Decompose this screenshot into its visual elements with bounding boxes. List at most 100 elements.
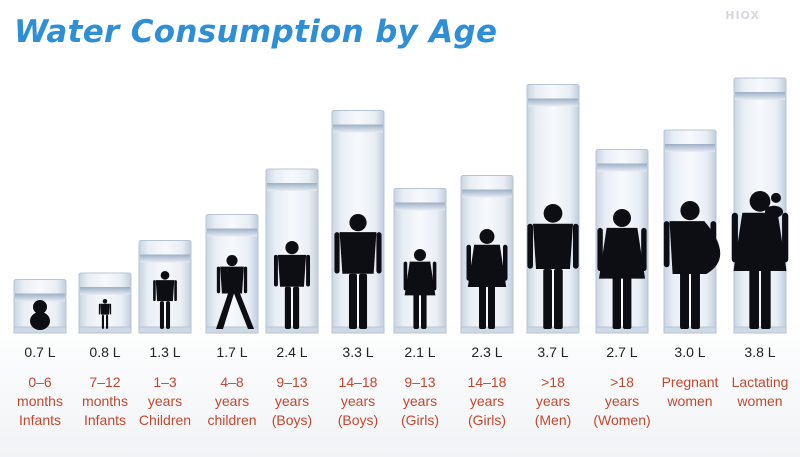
category-label-line: 9–13 bbox=[276, 374, 308, 390]
category-label: >18 years (Men) bbox=[516, 373, 590, 430]
category-label-line: children bbox=[207, 412, 257, 428]
water-surface bbox=[80, 287, 130, 295]
category-label-line: >18 bbox=[610, 374, 634, 390]
glass-bar bbox=[460, 175, 514, 334]
category-label-line: (Boys) bbox=[337, 412, 379, 428]
category-label: 7–12 months Infants bbox=[68, 373, 142, 430]
category-label-line: 0–6 bbox=[28, 374, 52, 390]
water-surface bbox=[735, 92, 785, 100]
category-label: 14–18 years (Boys) bbox=[321, 373, 395, 430]
brand-logo: HIOX bbox=[725, 9, 760, 22]
page-title: Water Consumption by Age bbox=[14, 14, 498, 50]
glass-bar bbox=[526, 84, 580, 334]
value-label: 3.8 L bbox=[744, 344, 776, 360]
value-label: 3.0 L bbox=[674, 344, 706, 360]
category-label-line: years bbox=[340, 393, 376, 409]
category-label-line: Lactating bbox=[731, 374, 789, 390]
value-label: 3.7 L bbox=[537, 344, 569, 360]
water-surface bbox=[597, 163, 647, 172]
glass-bar bbox=[731, 77, 789, 334]
glass-bar bbox=[13, 279, 67, 334]
category-label-line: 9–13 bbox=[404, 374, 436, 390]
category-label-line: years bbox=[274, 393, 310, 409]
category-label-line: 7–12 bbox=[89, 374, 121, 390]
category-label-line: (Men) bbox=[534, 412, 572, 428]
category-label: Pregnant women bbox=[653, 373, 727, 411]
water-surface bbox=[207, 228, 257, 237]
water-surface bbox=[15, 293, 65, 302]
category-label-line: Pregnant bbox=[661, 374, 719, 390]
category-label-line: (Boys) bbox=[271, 412, 313, 428]
value-label: 1.7 L bbox=[216, 344, 248, 360]
value-label: 1.3 L bbox=[149, 344, 181, 360]
infant-sitting-silhouette bbox=[30, 300, 50, 330]
category-label-line: 14–18 bbox=[338, 374, 378, 390]
glass-bar bbox=[205, 214, 259, 334]
category-label: 1–3 years Children bbox=[128, 373, 202, 430]
value-label: 3.3 L bbox=[342, 344, 374, 360]
category-label-line: (Girls) bbox=[467, 412, 507, 428]
teen-boy-silhouette bbox=[334, 214, 382, 329]
water-surface bbox=[528, 98, 578, 107]
value-label: 0.8 L bbox=[89, 344, 121, 360]
category-label-line: Infants bbox=[83, 412, 127, 428]
pregnant-woman-silhouette bbox=[663, 201, 721, 329]
category-label-line: women bbox=[737, 393, 783, 409]
category-label-line: 14–18 bbox=[467, 374, 507, 390]
teen-girl-silhouette bbox=[466, 229, 508, 329]
water-surface bbox=[140, 254, 190, 263]
glass-base bbox=[78, 326, 132, 334]
category-label-line: years bbox=[604, 393, 640, 409]
category-label-line: >18 bbox=[541, 374, 565, 390]
glass-base bbox=[331, 326, 385, 334]
glass-bar bbox=[78, 272, 132, 334]
value-label: 2.1 L bbox=[404, 344, 436, 360]
category-label-line: 1–3 bbox=[153, 374, 177, 390]
glass-base bbox=[733, 326, 787, 334]
value-label: 2.7 L bbox=[606, 344, 638, 360]
category-label: Lactating women bbox=[723, 373, 797, 411]
glass-base bbox=[595, 326, 649, 334]
glass-bar bbox=[393, 188, 447, 334]
category-label-line: years bbox=[147, 393, 183, 409]
glass-bar bbox=[138, 240, 192, 334]
glass-base bbox=[265, 326, 319, 334]
glass-bar bbox=[331, 110, 385, 334]
category-label-line: years bbox=[469, 393, 505, 409]
child-silhouette bbox=[153, 271, 177, 329]
glass-base bbox=[138, 326, 192, 334]
category-label: 9–13 years (Girls) bbox=[383, 373, 457, 430]
man-silhouette bbox=[527, 204, 579, 329]
glass-base bbox=[205, 326, 259, 334]
water-surface bbox=[267, 183, 317, 191]
glass-base bbox=[393, 326, 447, 334]
category-label: 0–6 months Infants bbox=[3, 373, 77, 430]
toddler-silhouette bbox=[98, 299, 112, 329]
category-label-line: Infants bbox=[18, 412, 62, 428]
value-label: 2.3 L bbox=[471, 344, 503, 360]
glass-bar bbox=[663, 129, 721, 334]
category-label: 9–13 years (Boys) bbox=[255, 373, 329, 430]
glass-bar bbox=[595, 149, 649, 334]
water-surface bbox=[395, 202, 445, 211]
category-label-line: women bbox=[667, 393, 713, 409]
woman-silhouette bbox=[597, 209, 647, 329]
category-label-line: months bbox=[17, 393, 63, 409]
category-label-line: months bbox=[82, 393, 128, 409]
category-label-line: years bbox=[535, 393, 571, 409]
category-label-line: Children bbox=[138, 412, 192, 428]
category-label: 4–8 years children bbox=[195, 373, 269, 430]
category-label-line: (Girls) bbox=[400, 412, 440, 428]
girl-silhouette bbox=[403, 249, 437, 329]
category-label-line: (Women) bbox=[593, 412, 651, 428]
glass-base bbox=[460, 326, 514, 334]
value-label: 2.4 L bbox=[276, 344, 308, 360]
mother-holding-baby-silhouette bbox=[731, 191, 789, 329]
water-surface bbox=[462, 189, 512, 198]
boy-silhouette bbox=[273, 241, 311, 329]
category-label: 14–18 years (Girls) bbox=[450, 373, 524, 430]
water-surface bbox=[333, 124, 383, 133]
value-label: 0.7 L bbox=[24, 344, 56, 360]
category-label: >18 years (Women) bbox=[585, 373, 659, 430]
